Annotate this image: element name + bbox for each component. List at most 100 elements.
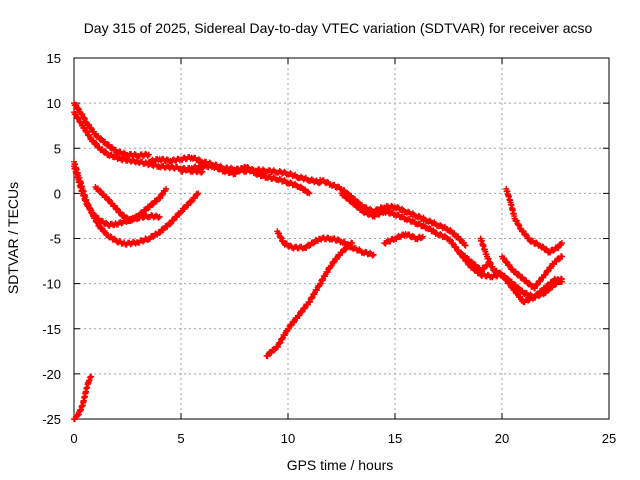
data-point — [123, 214, 130, 221]
y-tick-label: -25 — [42, 412, 61, 427]
data-points — [71, 100, 565, 423]
y-tick-label: -10 — [42, 277, 61, 292]
data-point — [415, 213, 422, 220]
data-point — [558, 253, 565, 260]
series-arc-8 — [178, 162, 313, 197]
data-point — [178, 209, 184, 216]
data-point — [460, 253, 467, 260]
data-point — [503, 258, 510, 265]
y-tick-label: 0 — [54, 186, 61, 201]
series-arc-3 — [71, 109, 206, 176]
y-tick-label: -20 — [42, 367, 61, 382]
series-arc-15 — [477, 235, 565, 306]
data-point — [194, 191, 201, 198]
data-point — [426, 217, 433, 224]
data-point — [145, 151, 152, 158]
data-point — [195, 190, 202, 197]
series-arc-17 — [499, 253, 565, 292]
data-point — [85, 121, 92, 128]
series-arc-11 — [274, 228, 377, 259]
data-point — [305, 189, 312, 196]
series-arc-7 — [145, 153, 324, 187]
data-point — [156, 213, 163, 220]
y-tick-label: 15 — [47, 51, 61, 66]
data-point — [526, 280, 533, 287]
x-tick-label: 5 — [177, 431, 184, 446]
x-tick-label: 25 — [602, 431, 616, 446]
data-point — [75, 105, 82, 112]
y-tick-label: -5 — [49, 232, 61, 247]
data-point — [155, 214, 162, 221]
data-point — [556, 256, 563, 263]
data-point — [369, 252, 376, 259]
data-point — [167, 221, 174, 228]
chart-title: Day 315 of 2025, Sidereal Day-to-day VTE… — [84, 20, 593, 36]
data-point — [367, 210, 374, 217]
data-point — [409, 233, 416, 240]
data-point — [558, 240, 565, 247]
data-point — [217, 165, 224, 172]
data-point — [288, 322, 295, 329]
series-arc-5 — [71, 163, 163, 229]
data-point — [73, 102, 80, 109]
data-point — [534, 282, 541, 289]
data-point — [102, 148, 109, 155]
series-arc-13 — [381, 231, 426, 247]
data-point — [355, 203, 362, 210]
data-point — [399, 213, 406, 220]
data-point — [533, 239, 540, 246]
series-arc-1 — [71, 373, 95, 423]
data-point — [550, 247, 557, 254]
data-point — [195, 156, 202, 163]
data-point — [298, 309, 305, 316]
data-point — [114, 205, 121, 212]
data-point — [199, 168, 206, 175]
data-point — [106, 196, 113, 203]
data-point — [98, 135, 105, 142]
data-point — [235, 168, 242, 175]
data-point — [297, 183, 304, 190]
y-tick-label: 10 — [47, 96, 61, 111]
data-point — [306, 190, 313, 197]
data-point — [544, 268, 551, 275]
x-tick-labels: 0 5 10 15 20 25 — [70, 431, 616, 446]
data-point — [97, 188, 104, 195]
data-point — [156, 230, 163, 236]
data-point — [437, 221, 444, 228]
grid — [74, 58, 609, 419]
series-arc-12 — [263, 239, 356, 360]
axis-ticks — [73, 57, 610, 420]
data-point — [534, 291, 541, 298]
data-point — [139, 210, 146, 217]
data-point — [139, 238, 146, 245]
data-point — [344, 194, 351, 201]
data-point — [144, 152, 151, 159]
data-point — [287, 170, 294, 177]
data-point — [462, 242, 469, 249]
data-point — [472, 266, 479, 273]
data-point — [88, 373, 95, 380]
x-tick-label: 15 — [388, 431, 402, 446]
x-axis-label: GPS time / hours — [287, 457, 394, 473]
data-point — [112, 152, 119, 159]
y-tick-labels: -25 -20 -15 -10 -5 0 5 10 15 — [42, 51, 61, 427]
x-tick-label: 20 — [495, 431, 509, 446]
y-tick-label: -15 — [42, 322, 61, 337]
series-arc-16 — [503, 185, 565, 256]
data-point — [349, 240, 356, 247]
data-point — [426, 225, 433, 232]
x-tick-label: 10 — [281, 431, 295, 446]
y-axis-label: SDTVAR / TECUs — [5, 182, 21, 294]
data-point — [419, 233, 426, 240]
y-tick-label: 5 — [54, 141, 61, 156]
data-point — [558, 278, 565, 285]
data-point — [418, 234, 425, 241]
data-point — [515, 271, 522, 278]
series-arc-6 — [92, 184, 170, 224]
data-point — [163, 185, 170, 192]
series-arc-2 — [71, 100, 152, 160]
series-arc-14 — [456, 249, 565, 301]
data-point — [93, 140, 100, 147]
x-tick-label: 0 — [70, 431, 77, 446]
